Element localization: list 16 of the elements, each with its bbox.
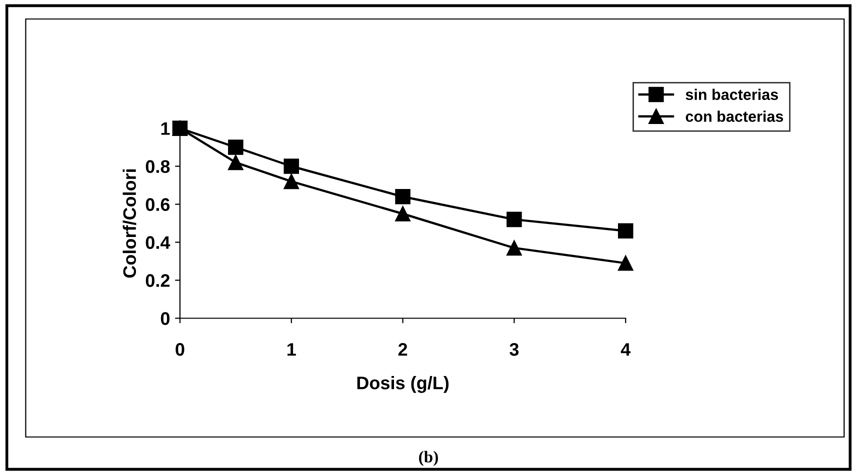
- y-tick-label: 0: [160, 312, 170, 325]
- x-tick-label: 3: [510, 343, 519, 356]
- text: (b): [419, 450, 438, 466]
- y-tick-label: 0.6: [146, 198, 170, 211]
- legend-label: con bacterias: [686, 110, 784, 122]
- y-tick-label: 0.8: [146, 160, 170, 173]
- y-tick-label: 1: [161, 122, 170, 135]
- x-tick-label: 0: [176, 343, 184, 356]
- y-tick-label: 0.4: [146, 236, 170, 249]
- x-tick-label: 1: [287, 343, 296, 356]
- y-tick-label: 0.2: [146, 274, 170, 287]
- y-axis-title: Colorf/Colori: [122, 169, 136, 278]
- x-tick-label: 4: [620, 343, 631, 356]
- x-axis-title: Dosis (g/L): [357, 376, 449, 393]
- x-tick-label: 2: [398, 343, 408, 356]
- legend-label: sin bacterias: [686, 88, 778, 100]
